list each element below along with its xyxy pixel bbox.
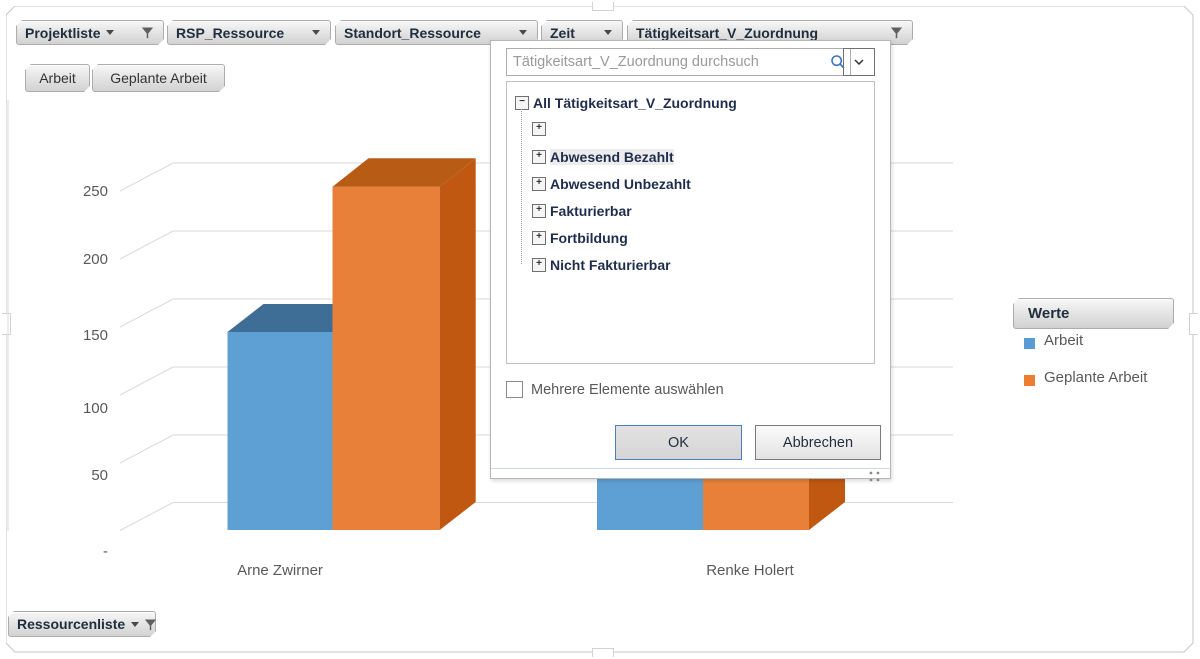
svg-text:Renke Holert: Renke Holert — [706, 562, 794, 579]
svg-text:-: - — [103, 543, 108, 560]
svg-text:50: 50 — [91, 467, 108, 484]
svg-text:150: 150 — [83, 327, 108, 344]
svg-text:250: 250 — [83, 183, 108, 200]
svg-text:200: 200 — [83, 251, 108, 268]
svg-text:100: 100 — [83, 400, 108, 417]
svg-text:Arne Zwirner: Arne Zwirner — [237, 562, 323, 579]
